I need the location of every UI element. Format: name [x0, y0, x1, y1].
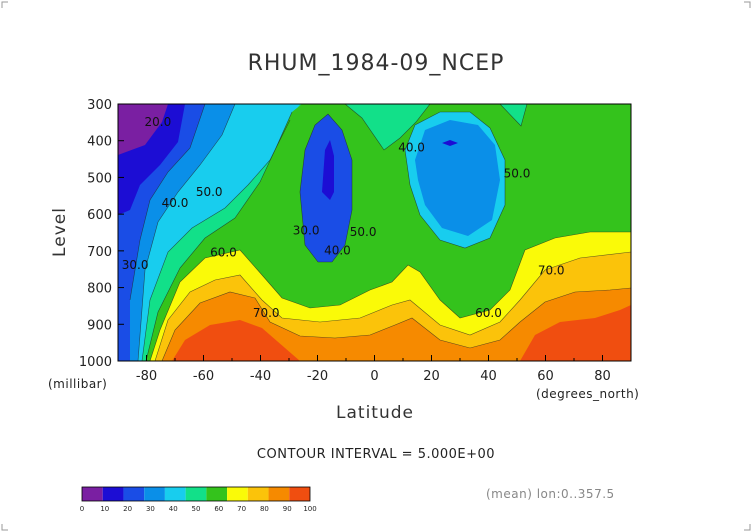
- colorbar-swatch: [102, 487, 124, 501]
- contour-line: [154, 251, 631, 361]
- colorbar-label: 0: [80, 505, 84, 513]
- contour-line: [149, 231, 631, 361]
- x-tick-label: -40: [250, 369, 271, 384]
- x-tick-label: 40: [480, 369, 497, 384]
- y-tick-label: 1000: [79, 355, 112, 370]
- contour-line: [499, 104, 528, 127]
- colorbar-label: 70: [237, 505, 246, 513]
- contour-label: 40.0: [398, 141, 425, 155]
- contour-line: [129, 104, 206, 301]
- colorbar-swatch: [164, 487, 186, 501]
- dry-core-north: [415, 120, 500, 236]
- x-axis: -80 -60 -40 -20 0 20 40 60 80: [117, 355, 632, 384]
- contour-interval-note: CONTOUR INTERVAL = 5.000E+00: [257, 447, 495, 462]
- y-tick-label: 500: [87, 171, 112, 186]
- colorbar-swatch: [289, 487, 310, 501]
- contour-label: 20.0: [145, 115, 172, 129]
- y-tick-label: 800: [87, 282, 112, 297]
- x-tick-label: 20: [423, 369, 440, 384]
- x-tick-label: 80: [594, 369, 611, 384]
- y-tick-label: 300: [87, 98, 112, 113]
- y-axis-title: Level: [50, 207, 70, 257]
- x-tick-label: 0: [370, 369, 378, 384]
- mean-note: (mean) lon:0..357.5: [486, 487, 615, 501]
- colorbar-label: 50: [192, 505, 201, 513]
- colorbar-swatch: [268, 487, 290, 501]
- contour-label: 30.0: [122, 258, 149, 272]
- contour-label: 70.0: [538, 264, 565, 278]
- contour-line: [161, 287, 631, 361]
- y-axis: 300 400 500 600 700 800 900 1000: [79, 98, 124, 370]
- y-tick-label: 600: [87, 208, 112, 223]
- x-tick-label: -60: [193, 369, 214, 384]
- contour-label: 50.0: [350, 225, 377, 239]
- colorbar-label: 30: [146, 505, 155, 513]
- x-tick-label: 60: [537, 369, 554, 384]
- x-axis-title: Latitude: [336, 403, 414, 423]
- contour-label: 30.0: [293, 223, 320, 237]
- colorbar-label: 100: [303, 505, 316, 513]
- contour-line: [404, 111, 506, 249]
- colorbar-label: 20: [123, 505, 132, 513]
- colorbar: 0 10 20 30 40 50 60 70 80 90 100: [80, 486, 317, 513]
- colorbar-label: 40: [169, 505, 178, 513]
- y-tick-label: 900: [87, 318, 112, 333]
- chart-title: RHUM_1984-09_NCEP: [248, 51, 505, 76]
- colorbar-swatch: [206, 487, 228, 501]
- colorbar-swatch: [185, 487, 207, 501]
- contour-field: [118, 104, 631, 361]
- colorbar-frame: [81, 486, 311, 502]
- y-tick-label: 400: [87, 135, 112, 150]
- colorbar-swatch: [123, 487, 145, 501]
- contour-label: 40.0: [324, 244, 351, 258]
- colorbar-label: 10: [100, 505, 109, 513]
- contour-line: [137, 104, 236, 361]
- band-100-plus-east: [520, 305, 631, 361]
- contour-lines: [129, 104, 631, 361]
- contour-label: 60.0: [210, 245, 237, 259]
- contour-label: 60.0: [475, 306, 502, 320]
- x-tick-label: -20: [307, 369, 328, 384]
- colorbar-swatch: [247, 487, 269, 501]
- colorbar-label: 90: [283, 505, 292, 513]
- colorbar-label: 80: [260, 505, 269, 513]
- x-axis-unit: (degrees_north): [536, 387, 639, 401]
- dry-spot-north: [442, 140, 458, 146]
- band-100-plus: [172, 320, 300, 361]
- contour-line: [141, 119, 291, 361]
- contour-label: 50.0: [196, 185, 223, 199]
- contour-line: [299, 113, 353, 263]
- colorbar-swatch: [144, 487, 165, 501]
- y-tick-label: 700: [87, 245, 112, 260]
- dry-core-south: [322, 140, 334, 200]
- colorbar-label: 60: [214, 505, 223, 513]
- colorbar-swatch: [82, 487, 103, 501]
- contour-label: 70.0: [253, 306, 280, 320]
- contour-label: 40.0: [162, 196, 189, 210]
- contour-labels: 20.0 40.0 50.0 30.0 60.0 70.0 30.0 40.0 50.0 40.0…: [122, 115, 565, 320]
- x-tick-label: -80: [136, 369, 157, 384]
- contour-label: 50.0: [504, 166, 531, 180]
- contour-line: [344, 104, 431, 151]
- y-axis-unit: (millibar): [48, 377, 107, 391]
- colorbar-swatch: [227, 487, 248, 501]
